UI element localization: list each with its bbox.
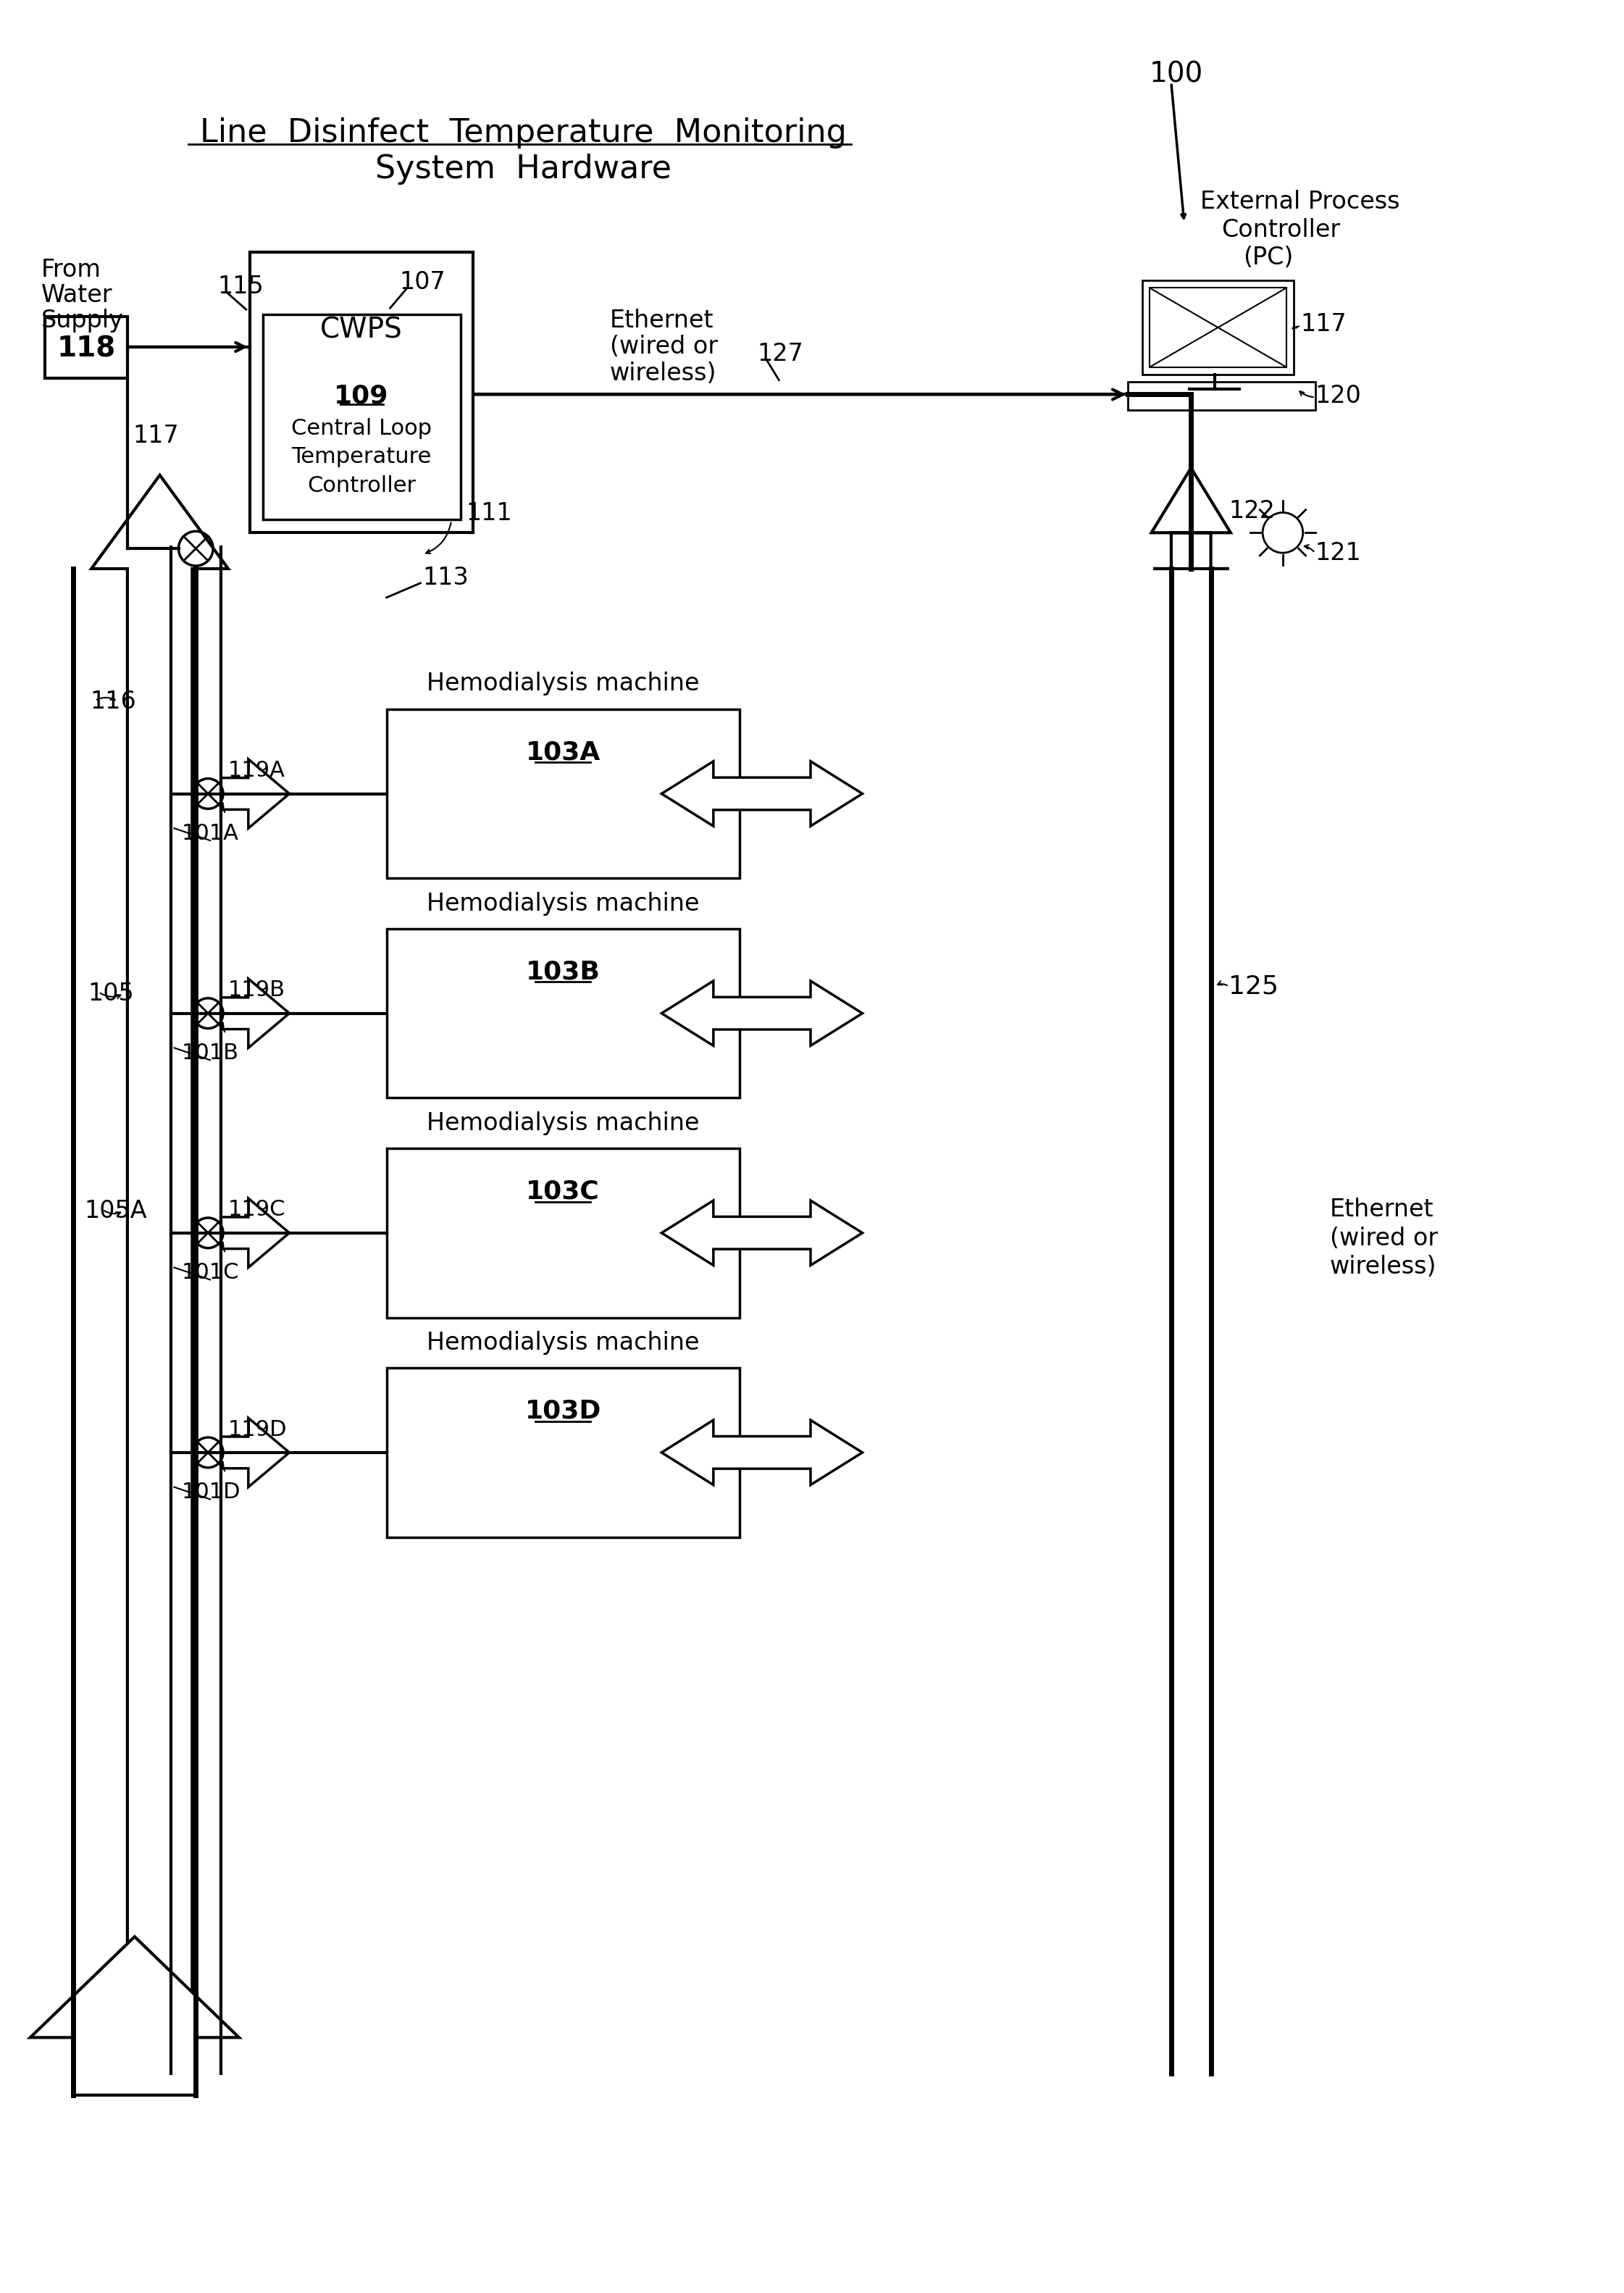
Text: (wired or: (wired or: [1330, 1227, 1437, 1250]
Text: Line  Disinfect  Temperature  Monitoring: Line Disinfect Temperature Monitoring: [200, 117, 846, 149]
Text: Supply: Supply: [41, 307, 123, 332]
Text: 115: 115: [218, 275, 263, 298]
Text: Controller: Controller: [307, 475, 416, 495]
Text: External Process: External Process: [1200, 190, 1400, 213]
Text: 119D: 119D: [229, 1419, 287, 1440]
Polygon shape: [221, 979, 289, 1048]
Text: 101C: 101C: [182, 1261, 239, 1284]
Text: 101D: 101D: [182, 1481, 240, 1502]
Text: 118: 118: [57, 335, 115, 362]
Text: 103B: 103B: [526, 958, 601, 984]
Polygon shape: [661, 981, 862, 1046]
Bar: [387, 929, 739, 1098]
Text: 103D: 103D: [525, 1399, 601, 1424]
Text: 100: 100: [1150, 60, 1203, 87]
Text: 119B: 119B: [229, 979, 286, 1000]
Text: 107: 107: [400, 271, 445, 294]
Text: 103A: 103A: [526, 741, 601, 764]
Bar: [1142, 280, 1294, 374]
Polygon shape: [221, 1417, 289, 1488]
Bar: [387, 1149, 739, 1318]
Text: 101B: 101B: [182, 1043, 239, 1064]
Text: 122: 122: [1229, 500, 1275, 523]
Text: Ethernet: Ethernet: [1330, 1197, 1434, 1222]
Text: 119A: 119A: [229, 761, 286, 782]
Text: 109: 109: [335, 383, 388, 408]
Polygon shape: [661, 1202, 862, 1266]
Text: Controller: Controller: [1221, 218, 1340, 243]
Text: 117: 117: [1301, 312, 1346, 335]
Text: (PC): (PC): [1244, 245, 1293, 271]
Text: Hemodialysis machine: Hemodialysis machine: [427, 1330, 700, 1355]
Text: Hemodialysis machine: Hemodialysis machine: [427, 1112, 700, 1135]
Text: System  Hardware: System Hardware: [375, 154, 671, 186]
Text: 113: 113: [422, 566, 469, 589]
Text: 117: 117: [133, 424, 179, 447]
Polygon shape: [661, 761, 862, 825]
Polygon shape: [221, 1199, 289, 1268]
Bar: [250, 252, 473, 532]
Text: wireless): wireless): [609, 362, 716, 385]
Text: 116: 116: [89, 690, 136, 713]
Text: 111: 111: [466, 502, 512, 525]
Bar: [44, 316, 127, 378]
Text: 119C: 119C: [229, 1199, 286, 1220]
Bar: [263, 314, 461, 521]
Text: 105: 105: [88, 981, 135, 1004]
Polygon shape: [221, 759, 289, 828]
Text: 121: 121: [1315, 541, 1361, 564]
Text: 120: 120: [1315, 383, 1361, 408]
Text: Temperature: Temperature: [291, 447, 432, 468]
Bar: [387, 1369, 739, 1536]
Polygon shape: [31, 1938, 239, 2096]
Polygon shape: [91, 475, 229, 2073]
Bar: [1129, 381, 1315, 410]
Text: 125: 125: [1229, 975, 1278, 1000]
Bar: [1150, 289, 1286, 367]
Text: From: From: [41, 257, 101, 282]
Text: Ethernet: Ethernet: [609, 307, 713, 332]
Text: 103C: 103C: [526, 1179, 599, 1204]
Text: Water: Water: [41, 282, 112, 307]
Polygon shape: [1151, 468, 1231, 569]
Text: Hemodialysis machine: Hemodialysis machine: [427, 892, 700, 915]
Text: wireless): wireless): [1330, 1254, 1436, 1279]
Text: CWPS: CWPS: [320, 316, 403, 344]
Text: Central Loop: Central Loop: [291, 417, 432, 438]
Text: 105A: 105A: [84, 1199, 146, 1222]
Text: 101A: 101A: [182, 823, 239, 844]
Polygon shape: [661, 1419, 862, 1486]
Text: 127: 127: [757, 342, 804, 367]
Bar: [387, 709, 739, 878]
Text: (wired or: (wired or: [609, 335, 718, 360]
Text: Hemodialysis machine: Hemodialysis machine: [427, 672, 700, 695]
